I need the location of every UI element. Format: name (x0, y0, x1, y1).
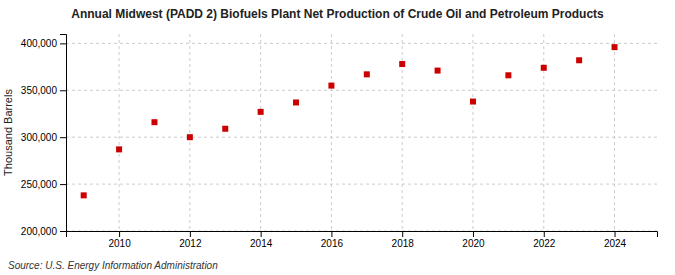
tick-label: 400,000 (21, 38, 58, 49)
grid-line (543, 34, 544, 231)
tick: 2018 (392, 231, 415, 249)
tick: 2014 (250, 231, 273, 249)
point (81, 192, 87, 198)
tick: 300,000 (21, 132, 66, 143)
annotation: Source: U.S. Energy Information Administ… (8, 260, 218, 271)
tick: 250,000 (21, 179, 66, 190)
tick: 2024 (604, 231, 627, 249)
tick-mark (60, 90, 66, 91)
y-axis: 200,000 250,000 300,000 350,000 400,000 (21, 35, 67, 237)
chart: Annual Midwest (PADD 2) Biofuels Plant N… (0, 0, 675, 275)
tick-label: 2012 (179, 238, 202, 249)
x-axis: 2010 2012 2014 2016 2018 2020 2022 2024 (67, 231, 658, 249)
grid-line (66, 43, 657, 44)
point (258, 109, 264, 115)
point (364, 71, 370, 77)
tick-mark (261, 231, 262, 237)
tick: 400,000 (21, 38, 66, 49)
axis-line (60, 35, 67, 232)
point (328, 83, 334, 89)
tick-label: 2020 (462, 238, 485, 249)
point (612, 44, 618, 50)
grid-line (472, 34, 473, 231)
point (293, 99, 299, 105)
tick-label: 2016 (321, 238, 344, 249)
tick-label: 200,000 (21, 226, 58, 237)
grid-line (189, 34, 190, 231)
point (399, 61, 405, 67)
tick-mark (60, 43, 66, 44)
tick-label: 2014 (250, 238, 273, 249)
tick-label: 350,000 (21, 85, 58, 96)
grid-line (331, 34, 332, 231)
tick-mark (60, 231, 66, 232)
tick-mark (190, 231, 191, 237)
point (151, 119, 157, 125)
tick: 350,000 (21, 85, 66, 96)
tick-mark (473, 231, 474, 237)
tick-mark (615, 231, 616, 237)
tick: 2010 (108, 231, 131, 249)
tick-mark (60, 137, 66, 138)
grid-line (66, 184, 657, 185)
point (576, 57, 582, 63)
point (541, 65, 547, 71)
grid-line (66, 90, 657, 91)
grid-line (66, 137, 657, 138)
points (81, 44, 618, 198)
plot-area: 20102012201420162018202020222024200,0002… (2, 34, 658, 249)
tick-mark (119, 231, 120, 237)
point (470, 99, 476, 105)
tick: 2022 (533, 231, 556, 249)
tick-label: 2018 (392, 238, 415, 249)
grid-line (614, 34, 615, 231)
y-axis-label: Thousand Barrels (2, 89, 14, 176)
tick: 2016 (321, 231, 344, 249)
point (505, 72, 511, 78)
grid (66, 34, 657, 231)
tick-mark (331, 231, 332, 237)
tick: 200,000 (21, 226, 66, 237)
tick-label: 2024 (604, 238, 627, 249)
grid-line (260, 34, 261, 231)
tick-mark (544, 231, 545, 237)
tick-label: 250,000 (21, 179, 58, 190)
point (116, 146, 122, 152)
tick-mark (402, 231, 403, 237)
point (435, 68, 441, 74)
tick-mark (60, 184, 66, 185)
tick: 2020 (462, 231, 485, 249)
point (222, 126, 228, 132)
tick: 2012 (179, 231, 202, 249)
point (187, 134, 193, 140)
grid-line (119, 34, 120, 231)
tick-label: 2010 (108, 238, 131, 249)
tick-label: 300,000 (21, 132, 58, 143)
axis-line (67, 232, 658, 238)
title: Annual Midwest (PADD 2) Biofuels Plant N… (71, 7, 604, 21)
tick-label: 2022 (533, 238, 556, 249)
